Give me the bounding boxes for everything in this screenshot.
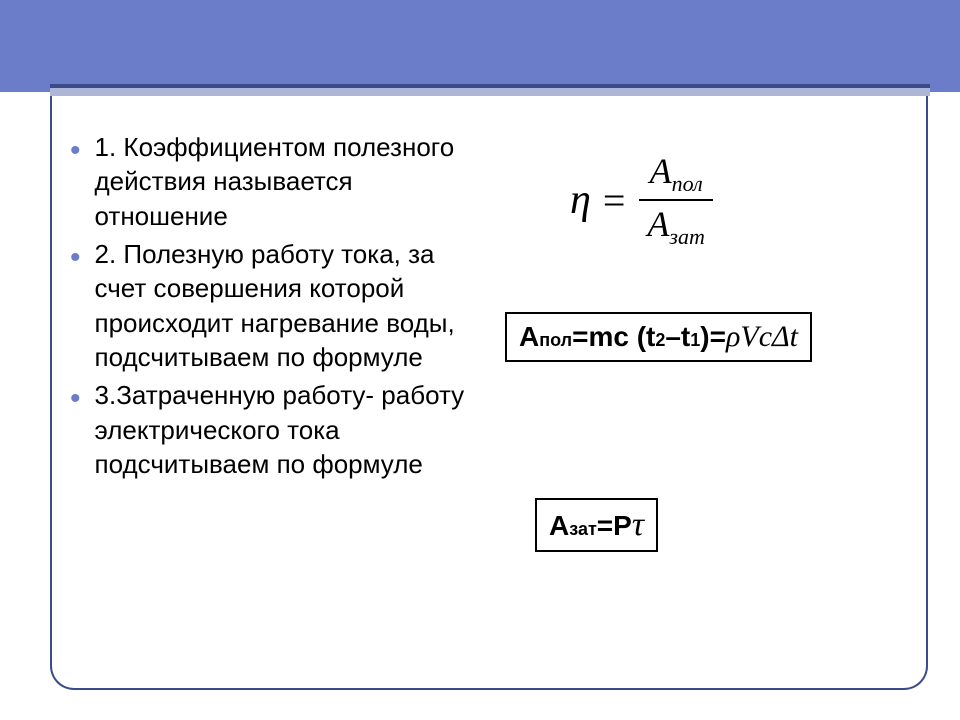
bullet-icon: • (70, 136, 81, 166)
bullet-text: 1. Коэффициентом полезного действия назы… (95, 130, 480, 233)
bullet-icon: • (70, 243, 81, 273)
useful-work-formula: А пол=mc (t2 –t1)=ρVcΔt (505, 312, 812, 362)
bullet-text: 2. Полезную работу тока, за счет соверше… (95, 237, 480, 374)
efficiency-formula: η = Aпол Aзат (570, 150, 713, 250)
denominator: Aзат (639, 201, 712, 250)
content-area: • 1. Коэффициентом полезного действия на… (0, 130, 960, 720)
bullet-list: • 1. Коэффициентом полезного действия на… (0, 130, 500, 720)
bullet-item: • 3.Затраченную работу- работу электриче… (70, 378, 480, 481)
bullet-icon: • (70, 384, 81, 414)
bullet-item: • 2. Полезную работу тока, за счет совер… (70, 237, 480, 374)
header-bar (0, 0, 960, 92)
formulas-area: η = Aпол Aзат А пол=mc (t2 –t1)=ρVcΔt А … (500, 130, 960, 720)
bullet-text: 3.Затраченную работу- работу электрическ… (95, 378, 480, 481)
equals-sign: = (603, 177, 626, 224)
eta-symbol: η (570, 176, 591, 224)
slide: • 1. Коэффициентом полезного действия на… (0, 0, 960, 720)
spent-work-formula: А зат=P τ (535, 498, 658, 552)
numerator: Aпол (642, 150, 711, 199)
bullet-item: • 1. Коэффициентом полезного действия на… (70, 130, 480, 233)
fraction: Aпол Aзат (639, 150, 712, 250)
header-shadow (50, 88, 930, 96)
